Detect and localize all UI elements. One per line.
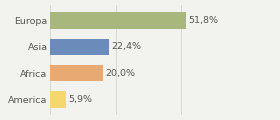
Bar <box>50 65 103 81</box>
Text: 20,0%: 20,0% <box>105 69 135 78</box>
Bar <box>50 12 186 29</box>
Bar <box>50 39 109 55</box>
Text: 51,8%: 51,8% <box>188 16 218 25</box>
Text: 22,4%: 22,4% <box>111 42 142 51</box>
Bar <box>50 91 66 108</box>
Text: 5,9%: 5,9% <box>68 95 92 104</box>
